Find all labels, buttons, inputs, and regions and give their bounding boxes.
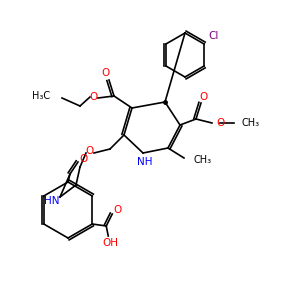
Text: O: O <box>80 154 88 164</box>
Text: O: O <box>113 205 122 215</box>
Text: O: O <box>200 92 208 102</box>
Text: HN: HN <box>44 196 60 206</box>
Text: CH₃: CH₃ <box>242 118 260 128</box>
Text: CH₃: CH₃ <box>194 155 212 165</box>
Text: H₃C: H₃C <box>32 91 50 101</box>
Text: Cl: Cl <box>209 31 219 41</box>
Text: O: O <box>216 118 224 128</box>
Text: NH: NH <box>137 157 153 167</box>
Text: O: O <box>102 68 110 78</box>
Text: O: O <box>85 146 93 156</box>
Text: O: O <box>89 92 97 102</box>
Text: OH: OH <box>102 238 118 248</box>
